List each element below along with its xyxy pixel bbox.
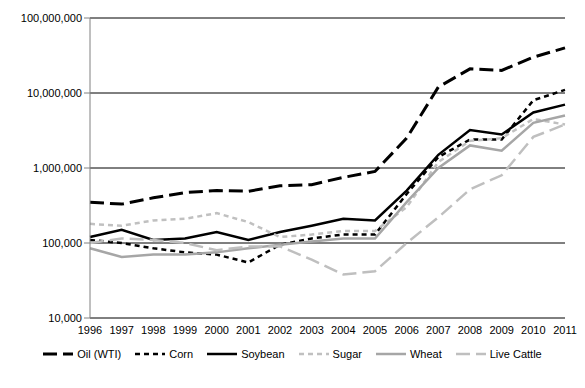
svg-text:100,000,000: 100,000,000 (21, 12, 82, 24)
svg-text:2002: 2002 (268, 324, 292, 336)
svg-text:2008: 2008 (458, 324, 482, 336)
svg-text:2005: 2005 (363, 324, 387, 336)
svg-text:1,000,000: 1,000,000 (33, 162, 82, 174)
svg-text:2000: 2000 (204, 324, 228, 336)
svg-text:2007: 2007 (426, 324, 450, 336)
html-text:Live Cattle: Live Cattle (489, 348, 542, 360)
svg-text:2009: 2009 (489, 324, 513, 336)
svg-text:2003: 2003 (299, 324, 323, 336)
svg-text:1999: 1999 (173, 324, 197, 336)
html-text:Oil (WTI): Oil (WTI) (77, 348, 122, 360)
svg-text:10,000: 10,000 (48, 312, 82, 324)
svg-text:1997: 1997 (109, 324, 133, 336)
html-text:Sugar: Sugar (332, 348, 362, 360)
svg-text:1996: 1996 (78, 324, 102, 336)
svg-text:1998: 1998 (141, 324, 165, 336)
svg-text:2011: 2011 (553, 324, 577, 336)
html-text:Corn: Corn (169, 348, 194, 360)
html-text:Wheat: Wheat (409, 348, 442, 360)
svg-text:10,000,000: 10,000,000 (27, 87, 82, 99)
svg-text:100,000: 100,000 (42, 237, 82, 249)
html-text:Soybean: Soybean (241, 348, 285, 360)
svg-text:2010: 2010 (521, 324, 545, 336)
svg-text:2001: 2001 (236, 324, 260, 336)
svg-text:2004: 2004 (331, 324, 355, 336)
svg-text:2006: 2006 (394, 324, 418, 336)
